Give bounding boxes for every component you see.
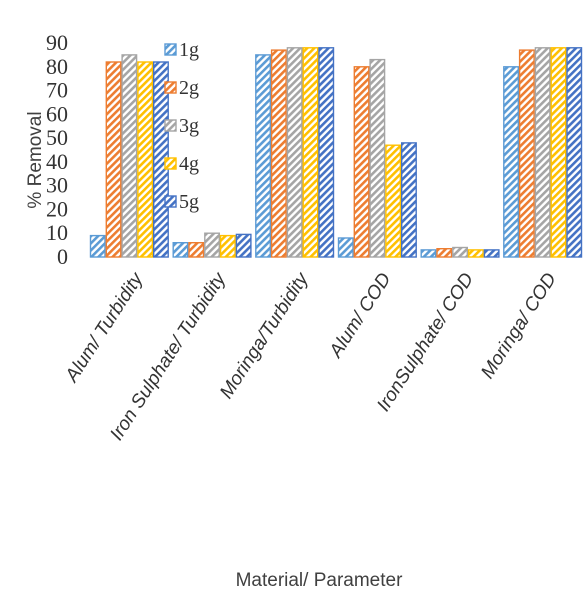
- y-tick-label: 20: [46, 196, 68, 221]
- x-category-label: Moringa/ COD: [477, 269, 561, 383]
- bar-4g: [137, 61, 154, 258]
- bar-4g: [219, 234, 236, 258]
- bar-1g: [255, 54, 272, 258]
- y-tick-label: 80: [46, 54, 68, 79]
- bar-5g: [483, 249, 500, 258]
- bar-5g: [235, 233, 252, 258]
- bar-2g: [270, 49, 287, 258]
- legend-swatch: [164, 119, 177, 132]
- bar-1g: [89, 234, 106, 258]
- legend-label: 1g: [179, 39, 199, 61]
- legend-swatch: [164, 43, 177, 56]
- legend-label: 2g: [179, 77, 199, 99]
- bar-3g: [121, 54, 138, 258]
- legend-label: 4g: [179, 153, 199, 175]
- legend-swatch: [164, 81, 177, 94]
- bar-3g: [452, 246, 468, 258]
- bar-5g: [401, 142, 417, 258]
- legend-swatch: [164, 157, 177, 170]
- bar-1g: [503, 66, 519, 258]
- bar-4g: [550, 47, 567, 258]
- bar-4g: [302, 47, 319, 258]
- legend-label: 3g: [179, 115, 199, 137]
- bars: [89, 47, 583, 258]
- y-tick-label: 40: [46, 149, 68, 174]
- y-tick-label: 90: [46, 30, 68, 55]
- x-axis-title: Material/ Parameter: [236, 570, 404, 591]
- y-tick-label: 70: [46, 78, 68, 103]
- bar-2g: [353, 66, 370, 258]
- y-tick-label: 0: [57, 244, 68, 269]
- y-tick-label: 60: [46, 101, 68, 126]
- y-axis-title: % Removal: [25, 111, 46, 208]
- x-category-label: Moringa/Turbidity: [216, 268, 314, 403]
- bar-5g: [318, 47, 335, 258]
- y-tick-label: 10: [46, 220, 68, 245]
- bar-3g: [286, 47, 303, 258]
- bar-2g: [518, 49, 535, 258]
- bar-2g: [105, 61, 122, 258]
- bar-2g: [188, 241, 205, 258]
- bar-3g: [369, 58, 386, 258]
- legend: 1g 2g 3g 4g 5g: [164, 39, 199, 213]
- bar-2g: [436, 247, 453, 258]
- legend-label: 5g: [179, 191, 199, 213]
- bar-1g: [420, 249, 437, 258]
- bar-1g: [172, 241, 189, 258]
- bar-1g: [337, 237, 354, 258]
- bar-5g: [566, 47, 583, 258]
- x-category-label: IronSulphate/ COD: [373, 269, 478, 415]
- bar-4g: [385, 144, 402, 258]
- bar-3g: [204, 232, 221, 258]
- x-category-label: Alum/ COD: [325, 269, 396, 362]
- x-category-label: Alum/ Turbidity: [61, 268, 148, 387]
- bar-3g: [534, 47, 551, 258]
- legend-swatch: [164, 195, 177, 208]
- y-tick-label: 50: [46, 125, 68, 150]
- y-tick-label: 30: [46, 173, 68, 198]
- bar-4g: [467, 249, 484, 258]
